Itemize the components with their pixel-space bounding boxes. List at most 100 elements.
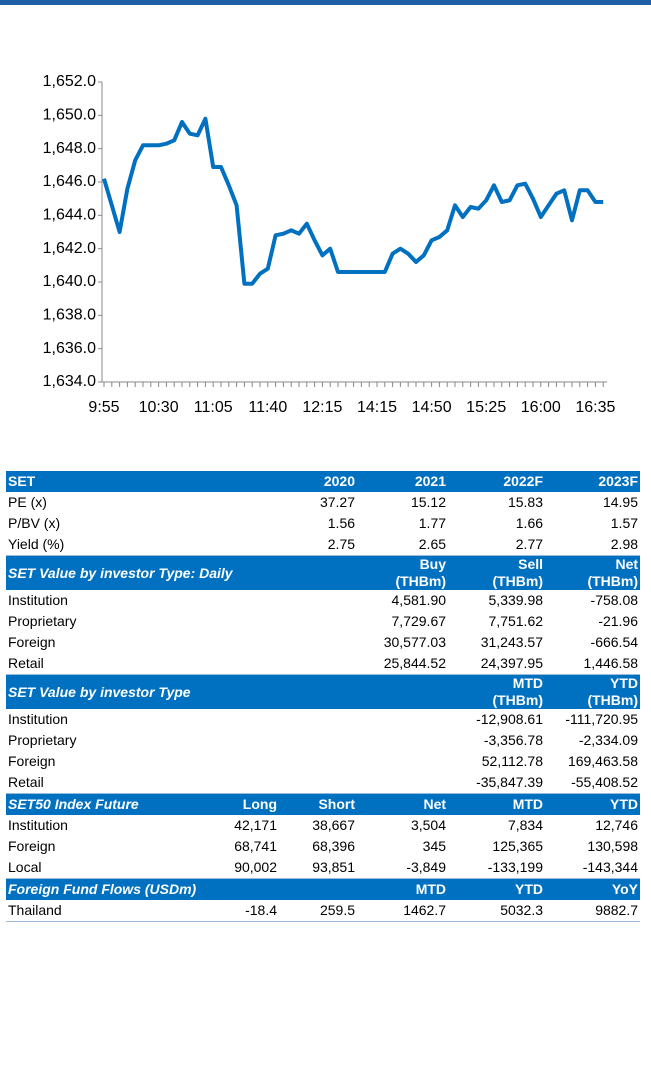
- cell: 9882.7: [545, 900, 641, 922]
- row-label: Thailand: [6, 900, 200, 922]
- section-title: SET: [6, 470, 280, 492]
- section-header: SET Value by investor Type MTD (THBm) YTD (T…: [6, 674, 641, 709]
- x-tick-label: 11:40: [248, 399, 287, 416]
- cell: 30,577.03: [383, 634, 447, 650]
- data-row: Institution -12,908.61 -111,720.95: [6, 709, 640, 730]
- cell: 2.77: [448, 534, 546, 556]
- cell: [200, 611, 279, 632]
- column-header-line: YTD: [610, 675, 639, 691]
- row-label: Retail: [6, 653, 200, 675]
- y-tick-label: 1,634.0: [43, 373, 96, 390]
- data-row: Proprietary -3,356.78 -2,334.09: [6, 730, 640, 751]
- cell: [279, 653, 358, 675]
- column-header: YTD (THBm): [545, 674, 641, 709]
- cell: 14.95: [602, 494, 639, 510]
- row-label: Yield (%): [6, 534, 200, 556]
- y-tick-label: 1,646.0: [43, 173, 96, 190]
- cell: 5032.3: [448, 900, 546, 922]
- column-header: Short: [279, 793, 358, 815]
- column-header-line: YTD: [610, 796, 639, 812]
- column-header: MTD (THBm): [448, 674, 546, 709]
- column-header-line: Net: [615, 556, 639, 572]
- cell: 42,171: [234, 817, 278, 833]
- column-header: 2023F: [545, 470, 641, 492]
- cell: [279, 709, 357, 730]
- section-header: SET 2020 2021 2022F 2023F: [6, 470, 641, 492]
- cell: 5,339.98: [488, 592, 544, 608]
- column-header-line: (THBm): [492, 573, 544, 589]
- column-header: Net (THBm): [545, 555, 641, 590]
- cell: [200, 653, 280, 675]
- row-label: P/BV (x): [8, 515, 61, 531]
- cell: [200, 590, 279, 611]
- cell: -21.96: [598, 613, 639, 629]
- cell: 7,834: [507, 817, 544, 833]
- cell: [357, 730, 448, 751]
- data-row: Institution 42,171 38,667 3,504 7,834 12,746: [6, 815, 640, 836]
- cell: [200, 513, 279, 534]
- column-header: YTD: [545, 793, 641, 815]
- cell: -3,356.78: [483, 732, 544, 748]
- column-header-line: Buy: [419, 556, 447, 572]
- cell: 68,741: [234, 838, 278, 854]
- cell: 24,397.95: [448, 653, 546, 675]
- cell: 52,112.78: [481, 753, 544, 769]
- column-header: Net: [357, 793, 449, 815]
- row-label: Local: [6, 857, 200, 879]
- cell: -758.08: [590, 592, 639, 608]
- column-header-line: MTD: [512, 796, 544, 812]
- data-row: Local 90,002 93,851 -3,849 -133,199 -143,344: [6, 857, 641, 879]
- cell: 1,446.58: [545, 653, 641, 675]
- column-header: 2021: [357, 470, 449, 492]
- cell: 259.5: [279, 900, 358, 922]
- cell: [200, 492, 279, 513]
- column-header: 2020: [279, 470, 358, 492]
- column-header: 2022F: [448, 470, 546, 492]
- row-label: Proprietary: [8, 613, 77, 629]
- data-row: PE (x) 37.27 15.12 15.83 14.95: [6, 492, 640, 513]
- cell: -666.54: [590, 634, 639, 650]
- column-header: Buy (THBm): [357, 555, 449, 590]
- cell: -111,720.95: [565, 711, 639, 727]
- cell: [357, 772, 449, 794]
- cell: [200, 772, 280, 794]
- y-tick-label: 1,642.0: [43, 240, 96, 257]
- cell: [200, 632, 279, 653]
- column-header-line: (THBm): [395, 573, 447, 589]
- cell: 7,751.62: [488, 613, 544, 629]
- data-row: Foreign 52,112.78 169,463.58: [6, 751, 640, 772]
- cell: 38,667: [312, 817, 356, 833]
- cell: 1462.7: [357, 900, 449, 922]
- data-row: Yield (%) 2.75 2.65 2.77 2.98: [6, 534, 641, 556]
- column-header: Sell (THBm): [448, 555, 546, 590]
- data-row: Retail 25,844.52 24,397.95 1,446.58: [6, 653, 641, 675]
- top-bar: [0, 0, 651, 5]
- cell: 2.98: [545, 534, 641, 556]
- cell: -2,334.09: [578, 732, 639, 748]
- column-header-line: Short: [318, 796, 356, 812]
- row-label: Foreign: [8, 753, 56, 769]
- cell: [279, 590, 357, 611]
- column-header-line: (THBm): [587, 692, 639, 708]
- cell: 345: [422, 838, 447, 854]
- column-header: YTD: [448, 878, 546, 900]
- row-label: Institution: [8, 592, 68, 608]
- y-tick-label: 1,650.0: [43, 107, 96, 124]
- section-title: SET50 Index Future: [6, 793, 200, 815]
- cell: [200, 730, 279, 751]
- column-header-line: (THBm): [587, 573, 639, 589]
- cell: [357, 751, 448, 772]
- column-header: YoY: [545, 878, 641, 900]
- cell: [279, 632, 357, 653]
- y-tick-label: 1,638.0: [43, 307, 96, 324]
- x-tick-label: 14:15: [357, 399, 397, 416]
- cell: 15.12: [410, 494, 447, 510]
- cell: [200, 751, 279, 772]
- cell: 1.56: [327, 515, 356, 531]
- row-label: Foreign: [8, 838, 56, 854]
- x-tick-label: 16:35: [575, 399, 615, 416]
- cell: 7,729.67: [391, 613, 447, 629]
- cell: [200, 709, 279, 730]
- section-title: SET Value by investor Type: Daily: [6, 555, 358, 590]
- row-label: PE (x): [8, 494, 47, 510]
